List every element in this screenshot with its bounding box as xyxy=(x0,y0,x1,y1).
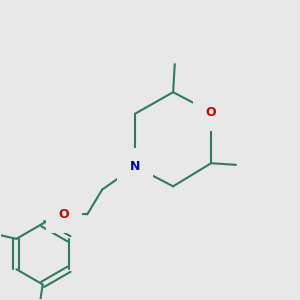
Text: O: O xyxy=(206,106,216,118)
Text: O: O xyxy=(59,208,69,221)
Text: N: N xyxy=(130,160,140,173)
